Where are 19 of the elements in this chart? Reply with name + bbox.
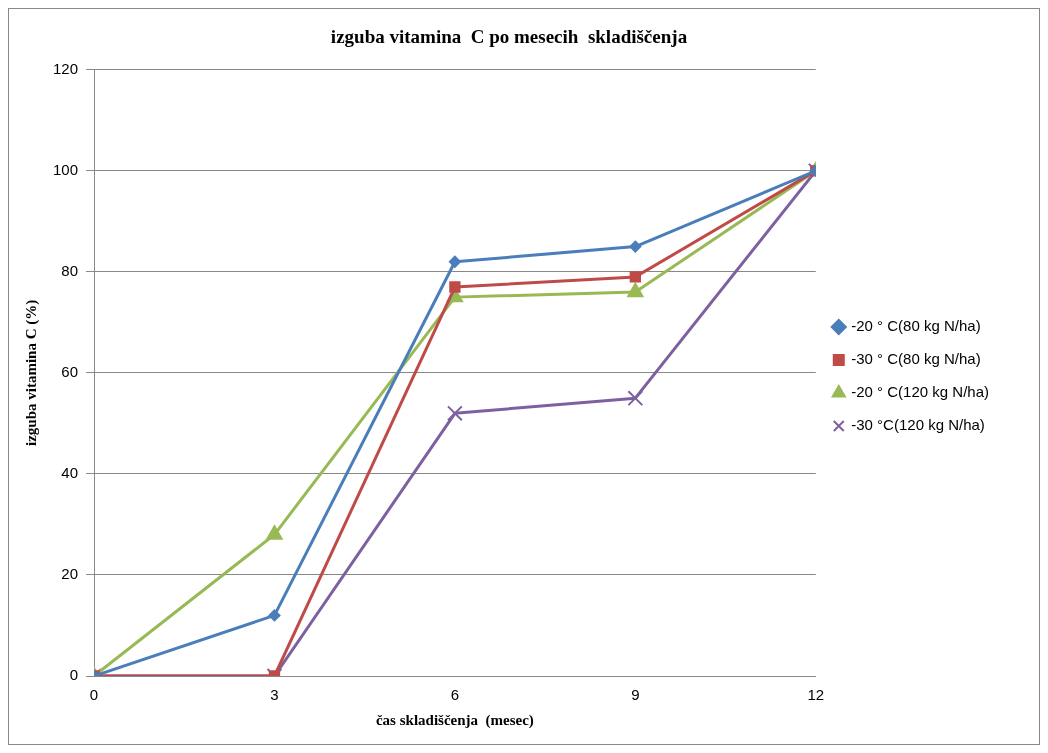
- y-tick-label: 100: [53, 160, 79, 178]
- legend-label: -30 °C(120 kg N/ha): [851, 416, 985, 434]
- legend-label: -20 ° C(120 kg N/ha): [851, 383, 990, 401]
- y-tick-label: 80: [61, 262, 79, 280]
- y-tick-label: 20: [61, 565, 79, 583]
- x-tick-label: 3: [270, 686, 279, 704]
- legend-label: -30 ° C(80 kg N/ha): [851, 350, 981, 368]
- x-tick-label: 9: [631, 686, 640, 704]
- x-tick-label: 12: [807, 686, 825, 704]
- chart-title: izguba vitamina C po mesecih skladiščenja: [330, 26, 688, 48]
- y-tick-label: 60: [61, 363, 79, 381]
- x-tick-label: 0: [89, 686, 99, 704]
- y-tick-label: 40: [61, 464, 79, 482]
- x-tick-label: 6: [450, 686, 460, 704]
- y-tick-label: 120: [53, 59, 79, 77]
- x-axis-title: čas skladiščenja (mesec): [375, 711, 534, 729]
- y-tick-label: 0: [69, 666, 79, 684]
- y-axis-title: izguba vitamina C (%): [22, 299, 40, 447]
- legend-label: -20 ° C(80 kg N/ha): [851, 317, 981, 335]
